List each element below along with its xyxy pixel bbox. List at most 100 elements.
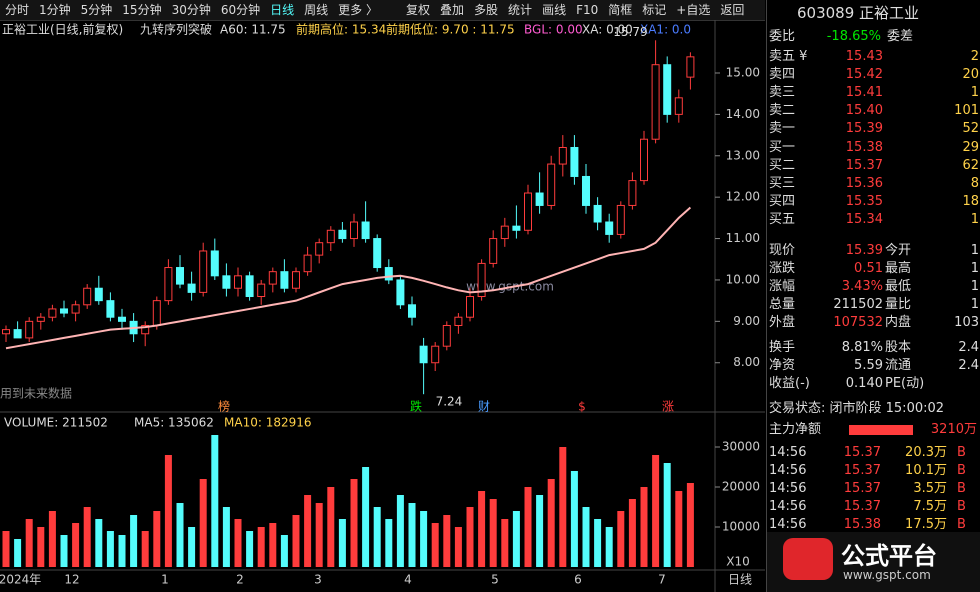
volume-bar [327,487,335,567]
toolbar-button[interactable]: 60分钟 [220,3,261,17]
toolbar-button[interactable]: 更多 〉 [338,3,378,17]
cell: 15.40 [845,103,883,119]
trade-row: 14:56 15.37 10.1万 B [767,462,980,480]
candle-body [570,146,579,177]
cell: 2 [970,49,979,64]
x-tick-label: 2 [236,573,244,587]
toolbar-button[interactable]: 30分钟 [171,3,211,17]
volume-bar [211,435,219,567]
cell: 15.39 [845,121,883,137]
cell: 15.37 [843,463,881,478]
volume-bar [246,531,254,567]
cell: 0.51 [854,261,883,277]
candle-body [60,308,68,314]
toolbar-button[interactable]: 5分钟 [80,3,113,17]
cell: 换手 [769,339,796,355]
toolbar-button[interactable]: 返回 [720,3,745,17]
indicator-item: A60: 11.75 [220,23,286,37]
quote-row: 涨幅 3.43% 最低 1 [767,278,980,296]
quote-row: 换手 8.81% 股本 2.4 [767,339,980,357]
candle-body [442,324,451,347]
quote-row: 收益(-) 0.140 PE(动) [767,375,980,393]
cell: B [957,445,966,460]
candle-body [408,304,416,318]
cell: 1 [970,279,979,295]
cell: 103 [954,315,979,331]
candle-body [605,221,614,235]
candle-body [431,345,440,364]
toolbar-button[interactable]: 多股 [474,3,499,17]
candle-body [36,316,45,322]
toolbar-button[interactable]: 日线 [270,3,295,17]
indicator-item: 前期高位: 15.34 [296,22,386,37]
toolbar-button[interactable]: +自选 [676,3,711,17]
toolbar-button[interactable]: 分时 [5,3,30,17]
candle-body [210,250,219,277]
cell: 流通 [885,357,912,373]
volume-bar [234,519,242,567]
toolbar-button[interactable]: 15分钟 [122,3,162,17]
candle-body [651,64,660,140]
candle-body [686,56,695,78]
y-tick-label: 8.00 [733,355,760,369]
cell: 101 [954,103,979,119]
volume-bar [652,455,660,567]
candle-body [106,300,115,318]
order-row: 卖五 ¥ 15.43 2 [767,48,980,66]
cell: 15.37 [843,445,881,460]
volume-bar [292,515,300,567]
toolbar-button[interactable]: 统计 [508,3,533,17]
toolbar-button[interactable]: F10 [576,3,599,17]
candle-body [25,320,34,339]
toolbar-button[interactable]: 1分钟 [39,3,71,17]
volume-bar [280,535,288,567]
quote-row: 现价 15.39 今开 1 [767,242,980,260]
cell: 14:56 [769,445,807,460]
cell: 内盘 [885,315,912,331]
cell: 主力净额 [769,422,822,437]
x-tick-label: 6 [574,573,582,587]
cell: 15.38 [843,517,881,532]
candle-body [222,275,231,289]
candle-body [477,262,486,298]
cell: 买一 [769,139,796,155]
cell: 量比 [885,297,912,313]
candle-body [489,238,498,264]
candle-body [616,204,625,235]
annotation: 7.24 [436,395,463,409]
candle-body [2,329,10,335]
volume-bar [48,511,56,567]
cell: 1 [970,243,979,258]
trade-row: 14:56 15.37 20.3万 B [767,444,980,462]
cell: 8.81% [841,339,883,355]
toolbar-button[interactable]: 叠加 [440,3,465,17]
trade-row: 14:56 15.38 17.5万 B [767,516,980,534]
cell: 净资 [769,357,796,373]
quote-row: 总量 211502 量比 1 [767,296,980,314]
candle-body [384,267,393,281]
toolbar-button[interactable]: 标记 [642,3,667,17]
volume-bar [14,539,22,567]
candle-body [396,279,405,306]
candle-body [535,192,544,206]
cell: 15.41 [845,85,883,101]
toolbar-button[interactable]: 复权 [406,3,431,17]
candle-body [280,271,289,289]
cell: 最低 [885,279,912,295]
cell: 1 [970,297,979,313]
x-tick-label: 3 [314,573,322,587]
volume-bar [478,491,486,567]
cell: 涨跌 [769,261,796,277]
candle-body [303,254,312,273]
toolbar-button[interactable]: 画线 [542,3,567,17]
quote-row: 涨跌 0.51 最高 1 [767,260,980,278]
cell: 211502 [833,297,883,313]
cell: 总量 [769,297,796,313]
annotation: 15.79 [613,25,647,39]
toolbar-button[interactable]: 简框 [608,3,633,17]
y-tick-label: 11.00 [726,231,760,245]
order-row: 卖二 15.40 101 [767,102,980,120]
volume-bar [501,519,509,567]
toolbar-button[interactable]: 周线 [304,3,329,17]
cell: 29 [962,139,979,155]
